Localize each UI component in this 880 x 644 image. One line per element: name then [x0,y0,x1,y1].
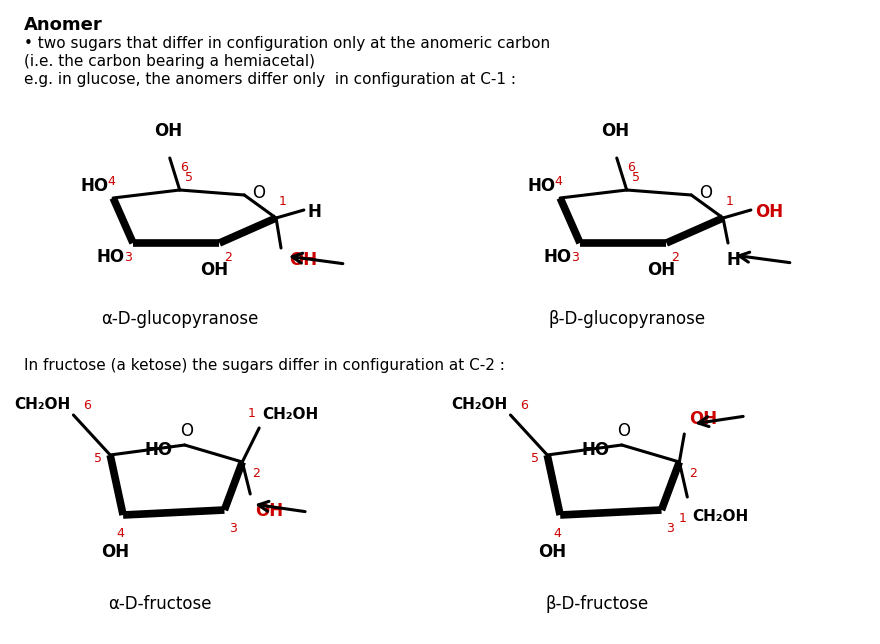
Text: HO: HO [544,248,572,266]
Text: OH: OH [201,261,229,279]
Text: 4: 4 [107,175,115,188]
Text: (i.e. the carbon bearing a hemiacetal): (i.e. the carbon bearing a hemiacetal) [24,54,315,69]
Text: H: H [726,251,740,269]
Text: e.g. in glucose, the anomers differ only  in configuration at C-1 :: e.g. in glucose, the anomers differ only… [24,72,516,87]
Text: HO: HO [80,177,108,195]
Text: OH: OH [154,122,182,140]
Text: 6: 6 [180,161,187,174]
Text: O: O [180,422,193,440]
Text: OH: OH [289,251,317,269]
Text: β-D-glucopyranose: β-D-glucopyranose [548,310,705,328]
Text: OH: OH [101,543,129,561]
Text: 4: 4 [554,175,562,188]
Text: 3: 3 [666,522,674,535]
Text: H: H [308,203,322,221]
Text: In fructose (a ketose) the sugars differ in configuration at C-2 :: In fructose (a ketose) the sugars differ… [24,358,504,373]
Text: 5: 5 [94,451,102,464]
Text: OH: OH [755,203,783,221]
Text: 6: 6 [520,399,528,412]
Text: 5: 5 [632,171,640,184]
Text: 3: 3 [124,251,132,264]
Text: 3: 3 [230,522,238,535]
Text: α-D-glucopyranose: α-D-glucopyranose [101,310,259,328]
Text: 4: 4 [116,527,124,540]
Text: 2: 2 [671,251,679,264]
Text: OH: OH [689,410,717,428]
Text: 6: 6 [84,399,92,412]
Text: HO: HO [582,441,610,459]
Text: 2: 2 [253,467,260,480]
Text: HO: HO [144,441,172,459]
Text: β-D-fructose: β-D-fructose [546,595,649,613]
Text: 1: 1 [678,512,686,525]
Text: OH: OH [539,543,566,561]
Text: O: O [617,422,630,440]
Text: 1: 1 [726,195,734,208]
Text: HO: HO [97,248,125,266]
Text: Anomer: Anomer [24,16,102,34]
Text: 3: 3 [571,251,579,264]
Text: 4: 4 [554,527,561,540]
Text: CH₂OH: CH₂OH [14,397,70,412]
Text: OH: OH [648,261,676,279]
Text: • two sugars that differ in configuration only at the anomeric carbon: • two sugars that differ in configuratio… [24,36,550,51]
Text: 6: 6 [627,161,634,174]
Text: α-D-fructose: α-D-fructose [108,595,211,613]
Text: 5: 5 [532,451,539,464]
Text: O: O [253,184,265,202]
Text: CH₂OH: CH₂OH [693,509,749,524]
Text: 2: 2 [224,251,232,264]
Text: OH: OH [255,502,283,520]
Text: 1: 1 [247,407,255,420]
Text: 2: 2 [689,467,697,480]
Text: OH: OH [601,122,629,140]
Text: CH₂OH: CH₂OH [451,397,508,412]
Text: CH₂OH: CH₂OH [262,407,319,422]
Text: O: O [700,184,712,202]
Text: 1: 1 [279,195,287,208]
Text: 5: 5 [185,171,193,184]
Text: HO: HO [527,177,555,195]
